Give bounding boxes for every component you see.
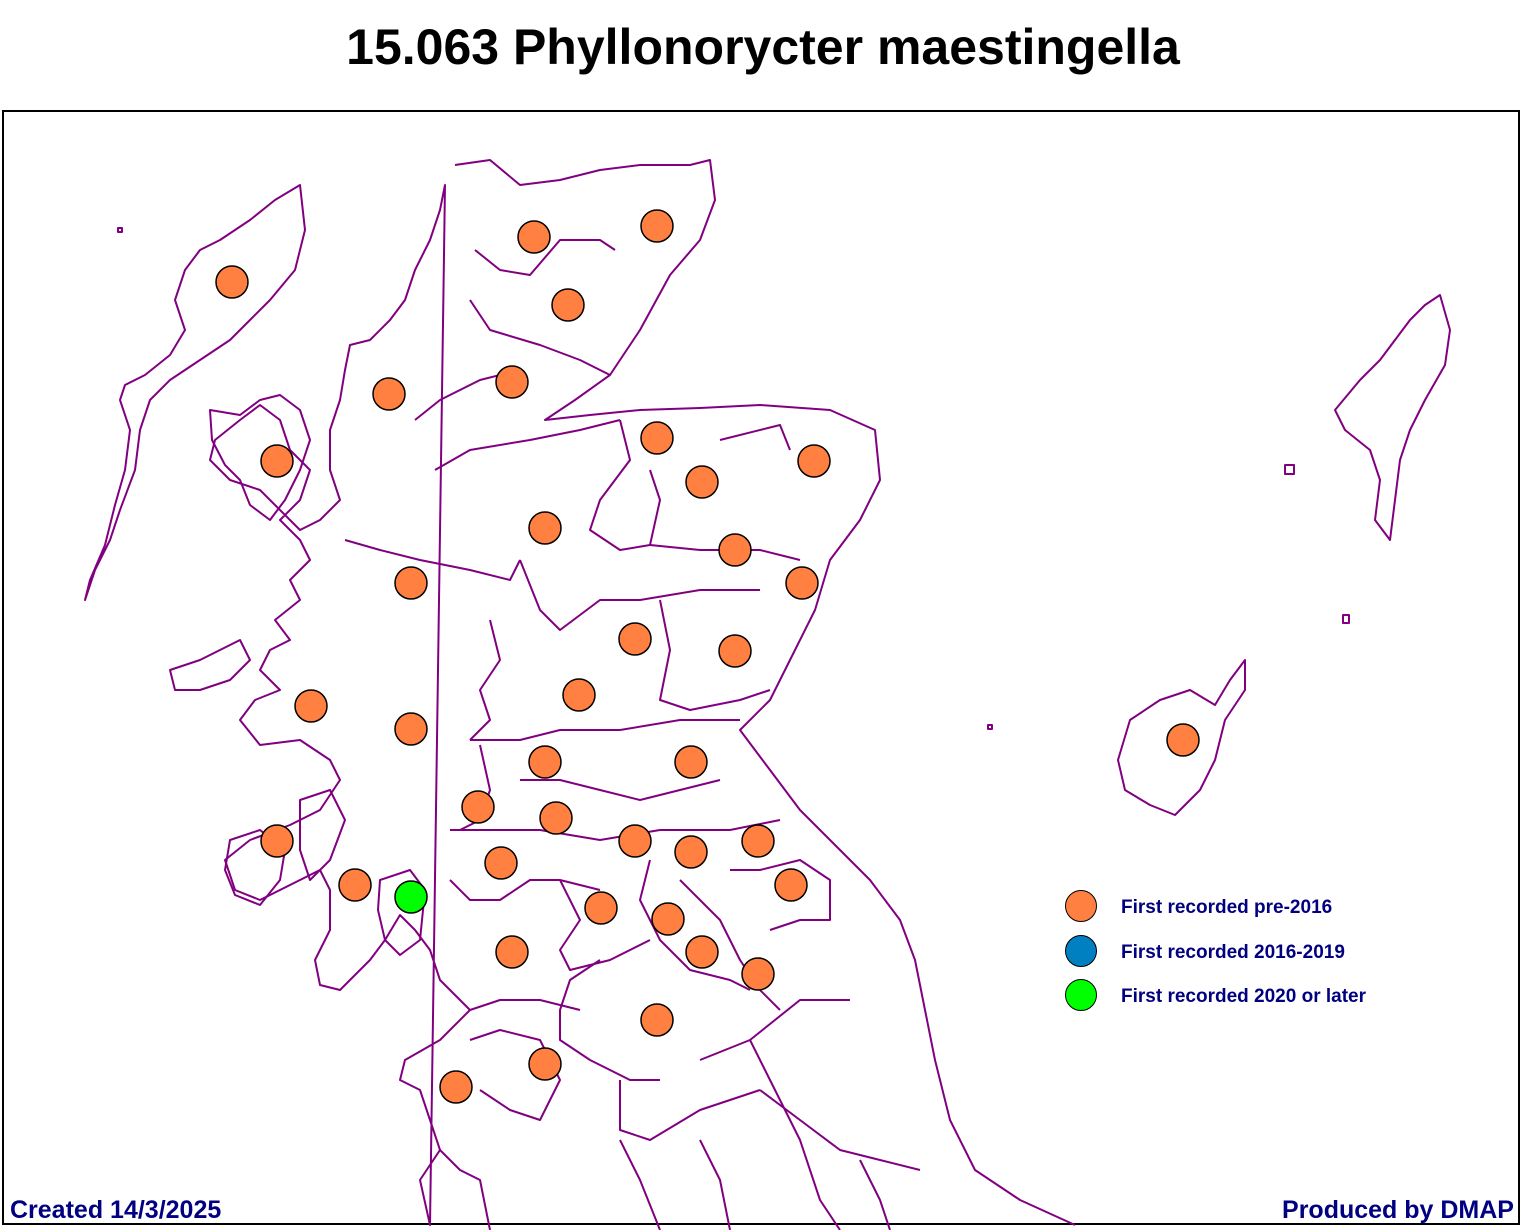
record-dot-pre-2016[interactable] [394,566,428,600]
record-dot-pre-2016[interactable] [685,935,719,969]
skye [209,394,311,521]
record-dot-pre-2016[interactable] [260,444,294,478]
map-frame [2,110,1520,1225]
record-dot-pre-2016[interactable] [674,835,708,869]
record-dot-pre-2016[interactable] [528,511,562,545]
record-dot-pre-2016[interactable] [338,868,372,902]
record-dot-pre-2016[interactable] [1166,723,1200,757]
record-dot-pre-2016[interactable] [461,790,495,824]
record-dot-pre-2016[interactable] [718,533,752,567]
arran [377,869,426,956]
record-dot-pre-2016[interactable] [651,902,685,936]
jura [299,789,346,881]
record-dot-pre-2016[interactable] [562,678,596,712]
record-dot-pre-2016[interactable] [674,745,708,779]
record-dot-pre-2016[interactable] [640,1003,674,1037]
record-dot-pre-2016[interactable] [484,846,518,880]
record-dot-pre-2016[interactable] [640,421,674,455]
map-title: 15.063 Phyllonorycter maestingella [346,19,1180,75]
record-dot-pre-2016[interactable] [528,1047,562,1081]
record-dot-pre-2016[interactable] [618,622,652,656]
record-dot-pre-2016[interactable] [584,891,618,925]
legend-swatch-orange [1065,890,1097,922]
produced-by: Produced by DMAP [1282,1196,1514,1224]
record-dot-pre-2016[interactable] [495,365,529,399]
legend-label: First recorded 2020 or later [1121,986,1366,1007]
orkney [1117,659,1246,816]
record-dot-pre-2016[interactable] [640,209,674,243]
record-dot-pre-2016[interactable] [215,265,249,299]
record-dot-pre-2016[interactable] [372,377,406,411]
record-dot-pre-2016[interactable] [528,745,562,779]
record-dot-pre-2016[interactable] [774,868,808,902]
vice-county-boundaries [84,159,1451,1230]
legend-swatch-blue [1065,935,1097,967]
legend-swatch-green [1065,979,1097,1011]
legend-label: First recorded 2016-2019 [1121,942,1345,963]
record-dot-pre-2016[interactable] [741,824,775,858]
legend-label: First recorded pre-2016 [1121,897,1333,918]
record-dot-pre-2016[interactable] [741,957,775,991]
record-dot-2020-or-later[interactable] [394,880,428,914]
record-dot-pre-2016[interactable] [294,689,328,723]
record-dot-pre-2016[interactable] [394,712,428,746]
record-dot-pre-2016[interactable] [439,1070,473,1104]
record-dot-pre-2016[interactable] [517,220,551,254]
record-dot-pre-2016[interactable] [618,824,652,858]
record-dot-pre-2016[interactable] [260,824,294,858]
record-dots [215,209,1200,1104]
mull [169,639,251,691]
mainland-outline [209,159,1076,1226]
created-date: Created 14/3/2025 [10,1196,222,1224]
record-dot-pre-2016[interactable] [539,801,573,835]
record-dot-pre-2016[interactable] [785,566,819,600]
record-dot-pre-2016[interactable] [551,288,585,322]
record-dot-pre-2016[interactable] [718,634,752,668]
record-dot-pre-2016[interactable] [797,444,831,478]
record-dot-pre-2016[interactable] [685,465,719,499]
record-dot-pre-2016[interactable] [495,935,529,969]
outer-hebrides [84,184,306,601]
shetland [1334,294,1451,541]
